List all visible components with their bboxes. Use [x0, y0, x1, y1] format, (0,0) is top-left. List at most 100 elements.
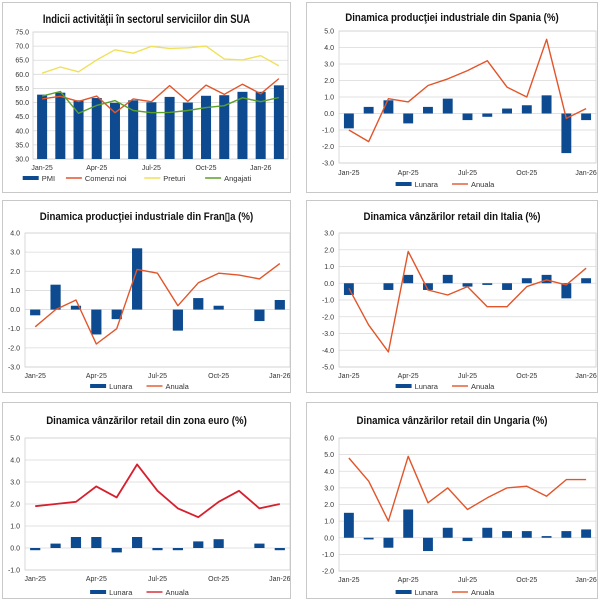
bar-lunara [561, 283, 572, 299]
bar-lunara [132, 248, 143, 310]
legend-label: Anuala [471, 382, 495, 391]
bar-lunara [482, 527, 493, 538]
y-tick-label: -5.0 [322, 365, 334, 372]
plot-area [32, 31, 289, 160]
x-tick-label: Jan-25 [338, 373, 360, 380]
bar-lunara [363, 106, 374, 114]
x-tick-label: Apr-25 [86, 165, 107, 172]
chart-svg: Dinamica vânzărilor retail din Ungaria (… [322, 416, 597, 597]
bar-lunara [521, 105, 532, 114]
plot-area [338, 30, 597, 164]
legend-label: Lunara [415, 180, 439, 189]
y-tick-label: 4.0 [10, 231, 20, 238]
bar-lunara [343, 512, 354, 538]
bar-lunara [383, 537, 394, 548]
y-tick-label: 2.0 [324, 78, 334, 85]
bar-lunara [343, 113, 354, 129]
y-tick-label: 5.0 [10, 436, 20, 443]
chart-panel-eurozone-retail: Dinamica vânzărilor retail din zona euro… [2, 402, 291, 599]
bar-lunara [132, 537, 143, 548]
y-tick-label: -1.0 [322, 298, 334, 305]
bar-pmi [273, 85, 284, 159]
bar-pmi [255, 91, 266, 159]
x-tick-label: Jan-25 [31, 165, 53, 172]
x-tick-label: Jan-25 [24, 576, 46, 583]
legend-swatch-bar [395, 384, 412, 388]
chart-title: Dinamica producţiei industriale din Fran… [40, 212, 253, 224]
bar-lunara [172, 548, 183, 551]
y-tick-label: 65.0 [15, 58, 29, 65]
bar-lunara [274, 548, 285, 551]
y-tick-label: 4.0 [324, 45, 334, 52]
plot-area [338, 232, 597, 368]
x-tick-label: Jan-25 [338, 577, 360, 584]
x-tick-label: Jul-25 [148, 373, 167, 380]
chart-svg: Dinamica vânzărilor retail din Italia (%… [322, 212, 597, 391]
y-tick-label: 4.0 [324, 469, 334, 476]
legend-label: Anuala [471, 180, 495, 189]
bar-pmi [146, 102, 157, 159]
bar-lunara [213, 305, 224, 310]
bar-lunara [70, 305, 82, 310]
x-tick-label: Jul-25 [458, 373, 477, 380]
bar-lunara [403, 274, 414, 284]
chart-panel-us-services: Indicii activităţii în sectorul servicii… [2, 2, 291, 193]
bar-lunara [541, 95, 552, 114]
bar-lunara [274, 300, 285, 310]
chart-panel-italy-retail: Dinamica vânzărilor retail din Italia (%… [306, 200, 598, 393]
x-tick-label: Jan-26 [575, 577, 597, 584]
legend-label: Lunara [415, 382, 439, 391]
bar-lunara [254, 543, 265, 548]
y-tick-label: -1.0 [322, 552, 334, 559]
bar-pmi [37, 94, 48, 159]
bar-lunara [561, 113, 572, 154]
y-tick-label: 1.0 [324, 264, 334, 271]
y-tick-label: 45.0 [15, 114, 29, 121]
plot-area [24, 437, 290, 571]
y-tick-label: 2.0 [324, 247, 334, 254]
y-tick-label: 0.0 [324, 281, 334, 288]
x-tick-label: Apr-25 [86, 576, 107, 583]
legend-label: Anuala [471, 588, 495, 597]
legend-swatch-bar [395, 182, 412, 186]
y-tick-label: -1.0 [322, 128, 334, 135]
y-tick-label: 0.0 [324, 111, 334, 118]
plot-area [24, 232, 290, 368]
x-tick-label: Oct-25 [208, 373, 229, 380]
y-tick-label: -2.0 [322, 569, 334, 576]
legend-swatch-bar [90, 590, 107, 594]
legend-label: Comenzi noi [85, 174, 127, 183]
bar-lunara [91, 309, 102, 335]
chart-title: Indicii activităţii în sectorul servicii… [43, 13, 251, 26]
bar-lunara [502, 283, 512, 290]
x-tick-label: Apr-25 [398, 373, 419, 380]
bar-lunara [423, 106, 433, 114]
x-tick-label: Jul-25 [148, 576, 167, 583]
bar-lunara [482, 283, 493, 285]
bar-lunara [383, 100, 394, 114]
bar-pmi [73, 100, 84, 159]
line-comenzi-noi [42, 78, 280, 114]
line-anuala [348, 38, 587, 143]
bar-lunara [91, 537, 102, 548]
y-tick-label: -1.0 [8, 568, 20, 575]
x-tick-label: Oct-25 [516, 170, 537, 177]
x-tick-label: Jan-26 [269, 373, 290, 380]
bar-lunara [193, 541, 204, 548]
bar-lunara [581, 113, 592, 121]
bar-lunara [502, 531, 512, 538]
y-tick-label: 60.0 [15, 72, 29, 79]
y-tick-label: 1.0 [10, 524, 20, 531]
chart-title: Dinamica vânzărilor retail din Ungaria (… [357, 416, 548, 428]
bar-lunara [561, 531, 572, 538]
y-tick-label: 75.0 [15, 30, 29, 37]
bar-lunara [521, 531, 532, 538]
legend-label: Lunara [109, 588, 133, 597]
bar-lunara [502, 108, 512, 114]
x-tick-label: Jan-26 [575, 373, 597, 380]
y-tick-label: 35.0 [15, 142, 29, 149]
bar-pmi [91, 98, 102, 159]
y-tick-label: 4.0 [10, 458, 20, 465]
x-tick-label: Jul-25 [458, 170, 477, 177]
bar-lunara [50, 543, 61, 548]
